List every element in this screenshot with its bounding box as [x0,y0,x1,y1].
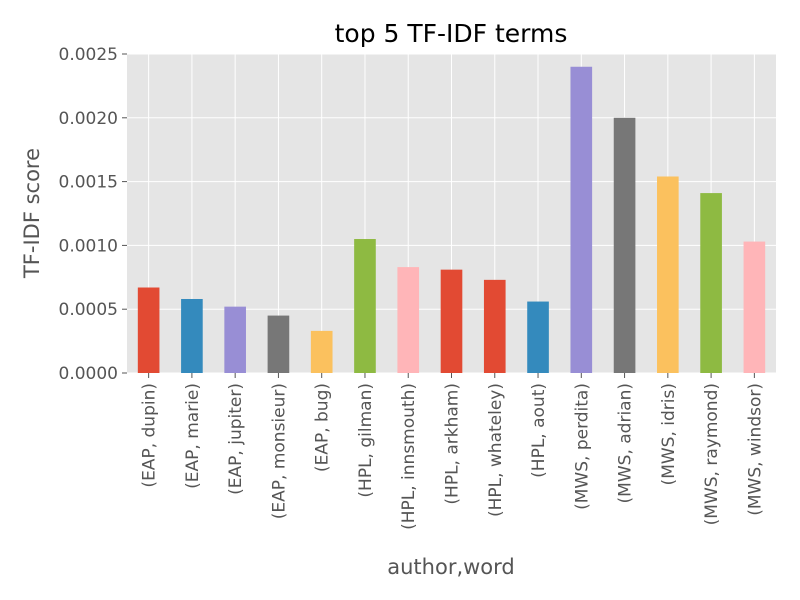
x-tick-label: (HPL, gilman) [356,383,376,498]
x-tick-label: (EAP, monsieur) [269,383,289,519]
x-tick-label: (EAP, bug) [313,383,333,472]
x-tick-label: (EAP, dupin) [140,383,160,488]
bar [700,193,722,373]
y-tick-label: 0.0025 [59,45,118,65]
x-tick-label: (HPL, innsmouth) [399,383,419,530]
bar [613,117,636,373]
bar [137,287,160,373]
y-tick-label: 0.0010 [59,236,118,256]
bar [527,301,549,373]
y-axis-title: TF-IDF score [20,148,44,279]
bar [397,267,420,373]
bar [570,66,593,373]
bar [657,176,679,373]
x-tick-label: (MWS, perdita) [572,383,592,510]
bar [310,330,333,373]
bar [181,298,203,373]
bar [440,269,463,373]
x-tick-label: (MWS, windsor) [745,383,765,516]
x-axis-title: author,word [387,555,515,579]
bar [224,306,246,373]
bar [354,239,376,373]
y-tick-label: 0.0000 [59,364,118,384]
bar [483,279,506,373]
x-tick-label: (EAP, jupiter) [226,383,246,495]
bar [267,315,290,373]
y-tick-label: 0.0020 [59,109,118,129]
bar [743,241,766,373]
y-tick-label: 0.0005 [59,300,118,320]
x-tick-label: (HPL, arkham) [443,383,463,505]
x-tick-label: (MWS, idris) [659,383,679,485]
x-tick-label: (HPL, whateley) [486,383,506,517]
x-tick-label: (MWS, adrian) [616,383,636,503]
x-tick-label: (EAP, marie) [183,383,203,489]
chart-title: top 5 TF-IDF terms [335,19,568,48]
y-tick-label: 0.0015 [59,173,118,193]
x-tick-label: (HPL, aout) [529,383,549,478]
plot-area: 0.0000 0.0005 0.0010 0.0015 0.0020 0.0025 (EAP… [59,45,776,530]
x-tick-label: (MWS, raymond) [702,383,722,525]
